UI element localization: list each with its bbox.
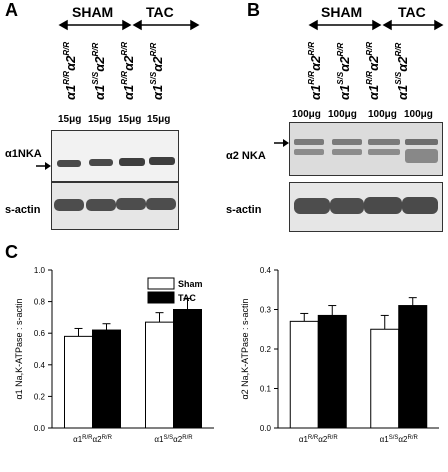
legend-swatch-sham: [147, 277, 175, 290]
y-tick-label: 0.0: [260, 424, 272, 433]
panel-a-amount-1: 15μg: [58, 114, 82, 125]
x-tick-label-2: α1S/Sα2R/R: [154, 435, 193, 444]
panel-a-group-tac: TAC: [146, 4, 174, 20]
panel-b-blot-alpha2: [289, 122, 443, 176]
y-tick-label: 0.1: [260, 385, 272, 394]
panel-b-amount-3: 100μg: [368, 109, 397, 120]
panel-b-row-label-2: s-actin: [226, 204, 262, 216]
legend-label-tac: TAC: [178, 293, 196, 303]
panel-b-lane-label-2: α1S/Sα2R/R: [336, 42, 352, 100]
panel-a-amount-2: 15μg: [88, 114, 112, 125]
y-axis-label: α1 Na,K-ATPase : s-actin: [14, 298, 24, 399]
y-tick-label: 0.0: [34, 424, 46, 433]
panel-b-group-sham: SHAM: [321, 4, 363, 20]
panel-a-lane-label-3: α1R/Rα2R/R: [120, 41, 136, 100]
bar-tac-1: [317, 314, 347, 429]
panel-a-lane-label-4: α1S/Sα2R/R: [149, 42, 165, 100]
y-tick-label: 0.6: [34, 329, 46, 338]
y-tick-label: 0.4: [34, 361, 46, 370]
panel-a-group-sham: SHAM: [72, 4, 114, 20]
panel-b-amount-4: 100μg: [404, 109, 433, 120]
panel-a-lane-label-1: α1R/Rα2R/R: [62, 41, 78, 100]
y-tick-label: 0.2: [260, 345, 272, 354]
bar-tac-2: [173, 309, 202, 429]
bar-sham-2: [370, 328, 400, 429]
y-tick-label: 0.2: [34, 392, 46, 401]
y-tick-label: 0.8: [34, 298, 46, 307]
panel-b-lane-label-1: α1R/Rα2R/R: [307, 41, 323, 100]
panel-a-blot-actin: [51, 182, 179, 230]
panel-a-blot-alpha1: [51, 130, 179, 182]
panel-a-band-arrow-icon: [36, 162, 51, 170]
bar-sham-2: [145, 321, 174, 429]
panel-b-alpha2-bands: [290, 123, 442, 175]
panel-b-blot-actin: [289, 182, 443, 232]
chart-alpha2: 0.0 0.1 0.2 0.3 0.4 α2 Na,K-ATPase : s-actin α…: [240, 266, 439, 444]
group-arrows: [58, 19, 444, 31]
x-tick-label-2: α1S/Sα2R/R: [380, 435, 419, 444]
panel-a-row-label-1: α1NKA: [5, 148, 42, 160]
x-tick-label-1: α1R/Rα2R/R: [73, 435, 113, 444]
y-tick-label: 1.0: [34, 266, 46, 275]
panel-a-alpha1-bands: [57, 157, 175, 167]
legend-label-sham: Sham: [178, 279, 203, 289]
panel-b-letter: B: [247, 0, 260, 20]
bar-tac-2: [398, 305, 428, 429]
panel-b-row-label-1: α2 NKA: [226, 150, 266, 162]
panel-b-amount-1: 100μg: [292, 109, 321, 120]
bar-sham-1: [64, 335, 93, 429]
panel-a-actin-bands: [54, 198, 176, 211]
panel-c-letter: C: [5, 242, 18, 262]
panel-b-actin-bands: [294, 197, 438, 214]
y-tick-label: 0.4: [260, 266, 272, 275]
panel-b-lane-label-3: α1R/Rα2R/R: [365, 41, 381, 100]
panel-b-lane-label-4: α1S/Sα2R/R: [394, 42, 410, 100]
panel-b-group-tac: TAC: [398, 4, 426, 20]
chart-alpha1: 0.0 0.2 0.4 0.6 0.8 1.0 α1 Na,K-ATPase : s-act…: [14, 266, 214, 444]
y-axis-label: α2 Na,K-ATPase : s-actin: [240, 298, 250, 399]
panel-a-row-label-2: s-actin: [5, 204, 41, 216]
panel-a-letter: A: [5, 0, 18, 20]
x-tick-label-1: α1R/Rα2R/R: [299, 435, 339, 444]
panel-a-lane-label-2: α1S/Sα2R/R: [91, 42, 107, 100]
y-tick-label: 0.3: [260, 306, 272, 315]
panel-a-amount-4: 15μg: [147, 114, 171, 125]
panel-b-band-arrow-icon: [274, 139, 289, 147]
bar-tac-1: [92, 329, 121, 429]
panel-a-amount-3: 15μg: [118, 114, 142, 125]
legend-swatch-tac: [147, 291, 175, 304]
panel-b-amount-2: 100μg: [328, 109, 357, 120]
bar-sham-1: [289, 320, 319, 429]
